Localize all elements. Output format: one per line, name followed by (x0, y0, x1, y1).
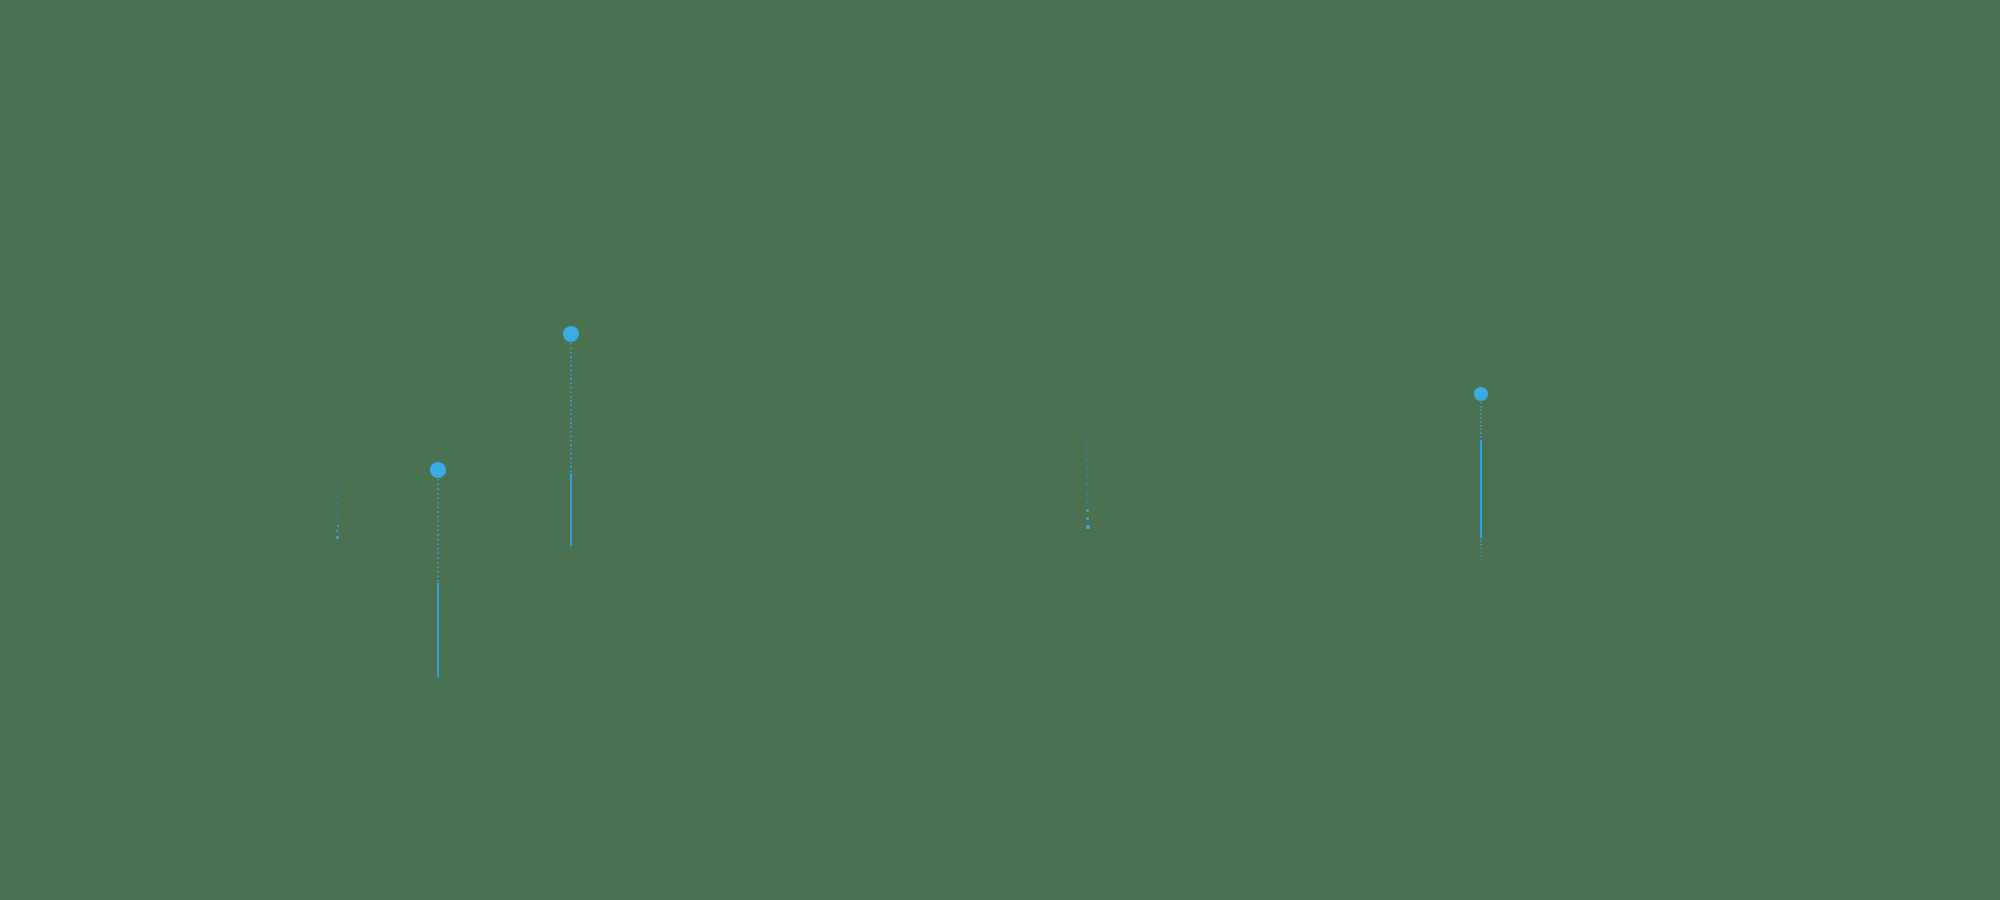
pin-trail-tail (570, 545, 572, 552)
map-pin-icon[interactable] (1474, 387, 1488, 401)
pin-trail-solid (437, 583, 439, 676)
falling-dot (1085, 466, 1089, 470)
falling-dot (1086, 491, 1089, 495)
falling-dot (1086, 457, 1089, 461)
falling-dot (336, 479, 339, 482)
pin-trail-solid (1480, 440, 1482, 537)
falling-dot (1085, 517, 1089, 521)
falling-dot (336, 535, 339, 539)
falling-dot (1086, 508, 1089, 512)
falling-dot (1085, 525, 1090, 529)
falling-dot (336, 484, 338, 487)
falling-dot (336, 507, 338, 510)
falling-dot (1085, 500, 1089, 504)
falling-dot (336, 524, 339, 527)
falling-dot (336, 496, 338, 499)
falling-dot (336, 513, 339, 516)
map-pin-icon[interactable] (430, 462, 446, 478)
pin-trail-tail (1480, 537, 1482, 567)
falling-dot (1085, 483, 1089, 487)
falling-dot (336, 473, 338, 476)
falling-dot (336, 490, 339, 493)
pin-trail-tail (437, 676, 439, 683)
falling-dot (336, 518, 338, 521)
pin-trail-dotted (437, 479, 439, 583)
falling-dot (336, 501, 339, 504)
pin-trail-dotted (1480, 402, 1482, 440)
pin-trail-dotted (570, 343, 572, 473)
falling-dot (1085, 449, 1089, 453)
falling-dot (1086, 474, 1089, 478)
falling-dot (336, 530, 338, 533)
map-pin-icon[interactable] (563, 326, 579, 342)
falling-dot (1085, 432, 1089, 436)
pin-trail-solid (570, 473, 572, 545)
falling-dot (1086, 440, 1089, 444)
falling-dot (336, 467, 339, 470)
falling-dot (336, 462, 338, 464)
